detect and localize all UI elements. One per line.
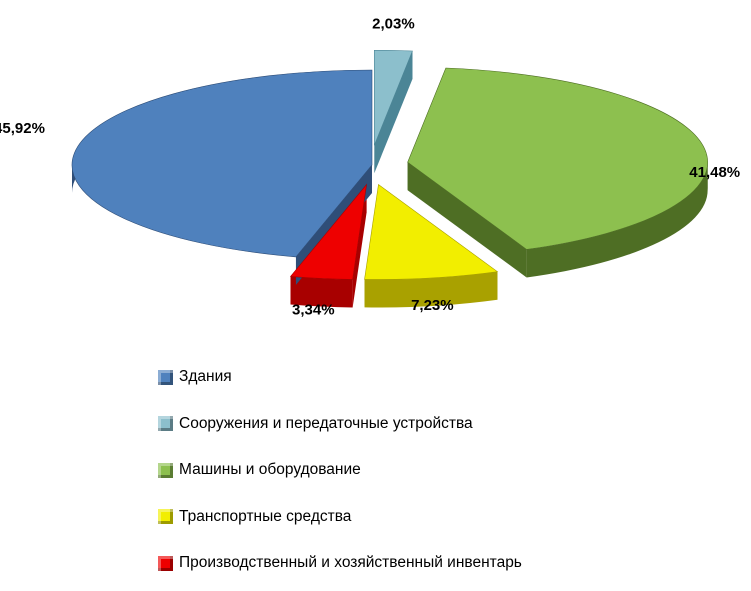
legend-item-buildings: Здания: [158, 354, 522, 401]
data-label-structures: 2,03%: [372, 15, 415, 32]
pie-rim-machinery: [526, 162, 708, 278]
legend-swatch: [158, 416, 173, 432]
pie-slice-inventory: [289, 183, 368, 280]
legend-label: Сооружения и передаточные устройства: [179, 414, 473, 432]
legend-item-machinery: Машины и оборудование: [158, 447, 522, 494]
pie-wall-structures: [374, 51, 413, 174]
legend: Здания Сооружения и передаточные устройс…: [158, 354, 522, 587]
legend-item-inventory: Производственный и хозяйственный инвента…: [158, 540, 522, 587]
data-label-buildings: 45,92%: [0, 120, 45, 137]
legend-swatch: [158, 509, 173, 525]
pie-slice-machinery: [407, 67, 708, 250]
pie-slice-structures: [373, 49, 413, 146]
legend-item-structures: Сооружения и передаточные устройства: [158, 401, 522, 448]
legend-swatch: [158, 462, 173, 478]
legend-swatch: [158, 555, 173, 571]
legend-item-vehicles: Транспортные средства: [158, 494, 522, 541]
legend-label: Здания: [179, 368, 232, 386]
legend-swatch: [158, 369, 173, 385]
data-label-inventory: 3,34%: [292, 301, 335, 318]
pie-rim-inventory: [290, 276, 353, 308]
pie-slice-buildings: [71, 69, 373, 258]
legend-label: Транспортные средства: [179, 507, 352, 525]
legend-label: Машины и оборудование: [179, 461, 361, 479]
pie-rim-vehicles: [364, 271, 498, 308]
legend-label: Производственный и хозяйственный инвента…: [179, 554, 522, 572]
data-label-vehicles: 7,23%: [411, 297, 454, 314]
pie-wall-machinery: [407, 162, 527, 278]
pie-tops-layer: [71, 49, 708, 280]
data-label-machinery: 41,48%: [689, 164, 740, 181]
pie-slice-vehicles: [364, 183, 499, 280]
data-labels-layer: 45,92% 2,03% 41,48% 7,23% 3,34%: [0, 15, 740, 318]
